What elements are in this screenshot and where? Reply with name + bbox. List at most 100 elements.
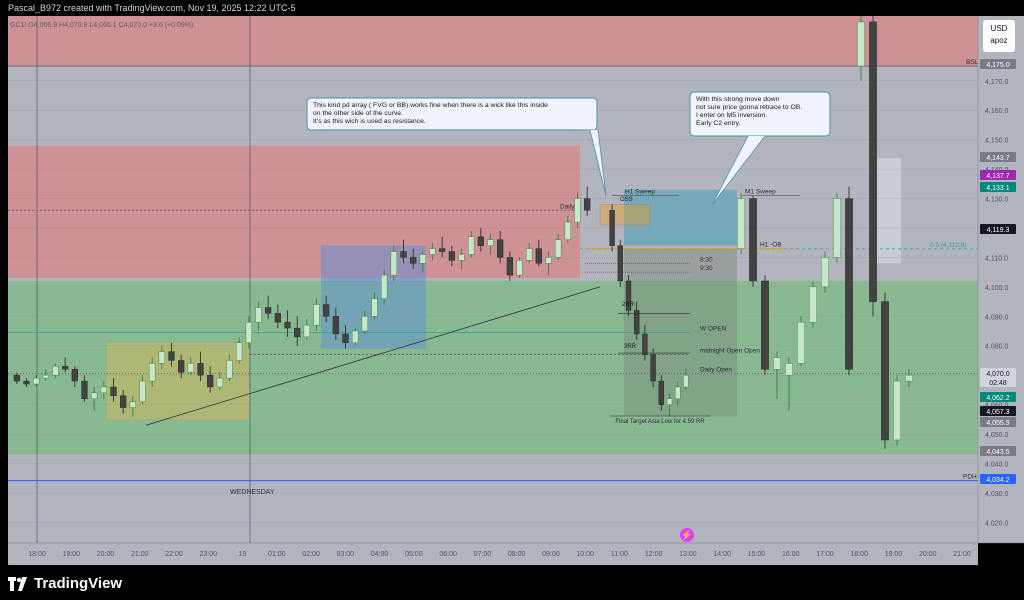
time-tick-26: 20:00	[919, 551, 937, 558]
candle-body	[371, 298, 378, 317]
time-tick-21: 15:00	[748, 551, 766, 558]
candle-body	[666, 398, 673, 405]
tradingview-logo[interactable]: TradingView	[8, 575, 122, 592]
chart-caption: Pascal_B972 created with TradingView.com…	[0, 0, 1024, 16]
asia-range-box	[107, 342, 249, 420]
candle-body	[245, 321, 252, 343]
candle-body	[881, 301, 889, 441]
ai-watch-icon[interactable]: ⚡	[680, 528, 694, 542]
candle-body	[737, 198, 745, 249]
callout-pointer-1	[711, 135, 766, 206]
candle-body	[584, 198, 591, 211]
candle-body	[833, 198, 841, 258]
candle-body	[625, 280, 632, 311]
price-badge-9	[980, 417, 1016, 427]
level-label-2: 0.5 (4,112.9)	[930, 242, 966, 249]
candle-body	[448, 251, 455, 261]
currency-sub-label: apoz	[990, 36, 1008, 45]
time-tick-8: 02:00	[302, 551, 320, 558]
candle-body	[468, 236, 475, 255]
candle-body	[313, 304, 320, 326]
candle-group-ny-session	[609, 204, 689, 417]
price-tick-0: 4,020.0	[985, 520, 1008, 527]
time-tick-14: 08:00	[508, 551, 526, 558]
price-badge-8	[980, 406, 1016, 416]
time-axis	[8, 543, 978, 565]
time-tick-5: 23:00	[200, 551, 218, 558]
time-tick-10: 04:00	[371, 551, 389, 558]
candle-body	[857, 21, 865, 67]
candle-body	[71, 369, 78, 382]
candle-body	[13, 374, 20, 382]
candle-body	[120, 395, 127, 408]
candle-body	[869, 21, 877, 302]
candle-body	[564, 221, 571, 240]
candle-body	[555, 239, 562, 258]
rr2-label: 2RR	[622, 302, 635, 308]
chart-background	[8, 16, 978, 543]
candle-body	[429, 248, 436, 255]
time-tick-9: 03:00	[337, 551, 355, 558]
candle-body	[535, 248, 542, 264]
price-tick-14: 4,160.0	[985, 108, 1008, 115]
candle-body	[110, 386, 117, 396]
price-tick-13: 4,150.0	[985, 138, 1008, 145]
level-label-10: H1 Sweep	[625, 189, 655, 196]
bottom-bar: TradingView	[0, 567, 1024, 600]
candle-body	[761, 280, 769, 370]
final-target-label: Final Target Asia Low for 4.59 RR	[615, 419, 705, 425]
candle-body	[255, 307, 262, 323]
candle-body	[274, 313, 281, 323]
price-badge-6	[980, 377, 1016, 387]
candle-body	[658, 380, 664, 405]
time-tick-27: 21:00	[953, 551, 971, 558]
price-badge-3	[980, 182, 1016, 192]
candle-body	[52, 366, 59, 376]
candle-body	[158, 351, 165, 364]
ohlc-readout: GC1! O4,066.9 H4,070.9 L4,066.1 C4,070.0…	[10, 22, 193, 29]
candle-group-afternoon	[737, 16, 913, 449]
time-tick-7: 01:00	[268, 551, 286, 558]
zone-top	[8, 16, 978, 67]
candle-group-pre-session	[13, 186, 591, 417]
price-tick-6: 4,080.0	[985, 344, 1008, 351]
candle-body	[439, 248, 446, 252]
price-badge-11	[980, 474, 1016, 484]
time-tick-6: 19	[239, 551, 247, 558]
time-tick-24: 18:00	[850, 551, 868, 558]
currency-label: USD	[990, 24, 1008, 33]
candle-body	[516, 260, 523, 276]
candle-body	[609, 210, 615, 246]
price-badge-2	[980, 170, 1016, 180]
candle-body	[139, 380, 146, 402]
tradingview-logo-text: TradingView	[34, 575, 123, 592]
time-tick-19: 13:00	[679, 551, 697, 558]
candle-body	[809, 286, 817, 323]
candle-body	[773, 357, 781, 370]
price-badge-text-4: 4,119.3	[987, 227, 1010, 234]
time-tick-22: 16:00	[782, 551, 800, 558]
time-tick-1: 19:00	[62, 551, 80, 558]
candle-body	[332, 316, 339, 335]
candle-body	[617, 245, 623, 282]
candle-body	[284, 321, 291, 329]
callout-text-0-1: on the other side of the curve.	[313, 110, 403, 117]
price-badge-text-2: 4,137.7	[986, 173, 1009, 180]
candle-body	[497, 239, 504, 258]
candle-body	[187, 363, 194, 373]
candle-body	[400, 251, 407, 258]
candle-body	[216, 377, 223, 388]
time-tick-13: 07:00	[474, 551, 492, 558]
candle-body	[81, 380, 88, 399]
price-tick-8: 4,100.0	[985, 285, 1008, 292]
candle-body	[178, 360, 185, 373]
tradingview-logo-icon	[8, 576, 27, 591]
level-label-8: Daily Open	[700, 367, 733, 374]
candle-body	[226, 360, 233, 379]
candle-body	[574, 198, 581, 223]
candle-body	[821, 257, 829, 288]
candle-body	[477, 236, 484, 246]
candle-body	[361, 316, 368, 332]
currency-selector[interactable]: USD apoz	[983, 20, 1015, 52]
